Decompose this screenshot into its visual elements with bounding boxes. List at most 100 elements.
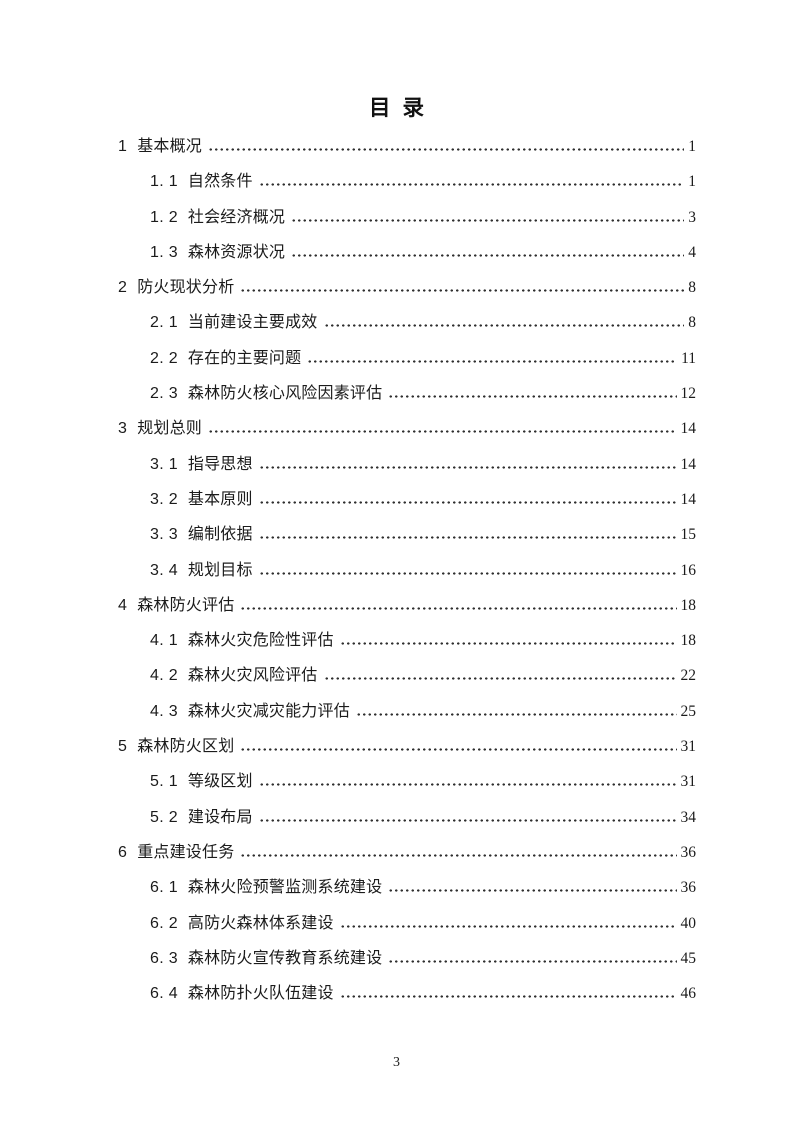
toc-entry-title: 森林防火区划 (137, 738, 235, 756)
toc-entry: 2. 2 存在的主要问题 11 (118, 341, 696, 376)
toc-entry-title: 等级区划 (187, 773, 253, 791)
dot-leader (339, 642, 677, 646)
dot-leader (388, 889, 677, 893)
toc-entry-title: 防火现状分析 (137, 279, 235, 297)
toc-entry: 4. 1 森林火灾危险性评估 18 (118, 623, 696, 658)
toc-entry-title: 基本概况 (137, 138, 203, 155)
dot-leader (258, 183, 685, 187)
toc-entry-title: 森林防火评估 (137, 596, 235, 614)
toc-entry-number: 6. 4 (150, 985, 178, 1003)
toc-entry-page: 22 (680, 667, 697, 685)
toc-entry-page: 36 (680, 843, 697, 861)
toc-entry-page: 18 (680, 596, 697, 614)
toc-entry-page: 31 (680, 738, 697, 756)
footer-page-number: 3 (393, 1055, 400, 1070)
toc-entry: 2. 3 森林防火核心风险因素评估 12 (118, 376, 696, 411)
dot-leader (208, 148, 685, 151)
toc-entry-number: 3. 1 (150, 455, 178, 473)
toc-entry-title: 存在的主要问题 (187, 349, 302, 367)
toc-entry: 6. 3 森林防火宣传教育系统建设 45 (118, 941, 696, 976)
dot-leader (339, 924, 677, 928)
toc-entry-title: 自然条件 (187, 173, 253, 191)
toc-entry-page: 4 (688, 243, 696, 261)
dot-leader (323, 324, 685, 328)
toc-entry-number: 3. 3 (150, 526, 178, 544)
toc-entry-page: 31 (680, 773, 697, 791)
toc-entry: 6. 1 森林火险预警监测系统建设 36 (118, 870, 696, 905)
toc-entry-page: 14 (680, 490, 697, 508)
toc-entry-page: 14 (680, 455, 697, 473)
toc-entry: 6. 4 森林防扑火队伍建设 46 (118, 976, 696, 1011)
toc-entry-number: 3. 4 (150, 561, 178, 579)
toc-entry-number: 6. 1 (150, 879, 178, 897)
toc-entry-title: 森林防火宣传教育系统建设 (187, 949, 383, 967)
toc-entry-title: 编制依据 (187, 526, 253, 544)
toc-entry-page: 46 (680, 985, 697, 1003)
toc-entry: 4. 3 森林火灾减灾能力评估 25 (118, 694, 696, 729)
toc-entry-page: 15 (680, 526, 697, 544)
toc-entry-page: 3 (688, 208, 696, 226)
dot-leader (240, 853, 677, 857)
dot-leader (291, 253, 685, 257)
toc-entry-title: 森林防火核心风险因素评估 (187, 385, 383, 403)
dot-leader (307, 359, 678, 363)
dot-leader (258, 500, 677, 504)
toc-entry: 3. 3 编制依据 15 (118, 517, 696, 552)
toc-entry: 6 重点建设任务 36 (118, 835, 696, 870)
toc-entry-page: 12 (680, 385, 697, 403)
toc-entry-title: 规划总则 (137, 420, 203, 438)
toc-list: 1 基本概况 1 1. 1 自然条件 1 1. 2 社会经济概况 3 1. 3 … (118, 129, 696, 1011)
dot-leader (323, 677, 677, 681)
toc-entry-number: 4. 1 (150, 632, 178, 650)
toc-entry: 1. 1 自然条件 1 (118, 164, 696, 199)
toc-entry: 5 森林防火区划 31 (118, 729, 696, 764)
toc-entry-page: 1 (688, 173, 696, 191)
toc-entry-page: 14 (680, 420, 697, 438)
dot-leader (240, 748, 677, 752)
toc-entry: 3. 1 指导思想 14 (118, 447, 696, 482)
toc-entry: 2 防火现状分析 8 (118, 270, 696, 305)
toc-entry-number: 5. 1 (150, 773, 178, 791)
toc-entry-number: 5 (118, 738, 128, 756)
toc-entry-number: 6. 2 (150, 914, 178, 932)
toc-entry-number: 3. 2 (150, 490, 178, 508)
dot-leader (291, 218, 685, 222)
toc-entry-number: 2. 1 (150, 314, 178, 332)
toc-entry-title: 社会经济概况 (187, 208, 286, 226)
toc-entry-number: 2. 2 (150, 349, 178, 367)
toc-entry-title: 规划目标 (187, 561, 253, 579)
toc-entry-number: 6. 3 (150, 949, 178, 967)
dot-leader (240, 606, 677, 610)
dot-leader (258, 818, 677, 822)
toc-entry: 1 基本概况 1 (118, 129, 696, 164)
toc-entry-title: 指导思想 (187, 455, 253, 473)
toc-entry-number: 1. 3 (150, 243, 178, 261)
dot-leader (208, 430, 677, 434)
toc-entry-title: 森林火灾风险评估 (187, 667, 318, 685)
toc-entry-title: 高防火森林体系建设 (187, 914, 334, 932)
toc-entry: 2. 1 当前建设主要成效 8 (118, 305, 696, 340)
toc-entry-page: 34 (680, 808, 697, 826)
dot-leader (339, 995, 677, 999)
dot-leader (258, 783, 677, 787)
toc-entry: 6. 2 高防火森林体系建设 40 (118, 906, 696, 941)
toc-entry-number: 2 (118, 279, 128, 297)
toc-entry-title: 森林资源状况 (187, 243, 286, 261)
toc-entry: 3. 4 规划目标 16 (118, 553, 696, 588)
dot-leader (258, 536, 677, 540)
toc-entry-number: 1 (118, 138, 128, 155)
toc-entry-page: 18 (680, 632, 697, 650)
toc-entry: 3. 2 基本原则 14 (118, 482, 696, 517)
toc-entry-title: 森林火灾减灾能力评估 (187, 702, 350, 720)
toc-entry-number: 6 (118, 843, 128, 861)
toc-entry-page: 16 (680, 561, 697, 579)
toc-entry: 3 规划总则 14 (118, 411, 696, 446)
toc-title: 目 录 (369, 96, 424, 120)
toc-entry-title: 森林火灾危险性评估 (187, 632, 334, 650)
toc-entry: 4 森林防火评估 18 (118, 588, 696, 623)
toc-entry-title: 建设布局 (187, 808, 253, 826)
toc-entry-number: 4. 3 (150, 702, 178, 720)
toc-entry-title: 森林防扑火队伍建设 (187, 985, 334, 1003)
toc-entry-page: 11 (681, 349, 696, 367)
